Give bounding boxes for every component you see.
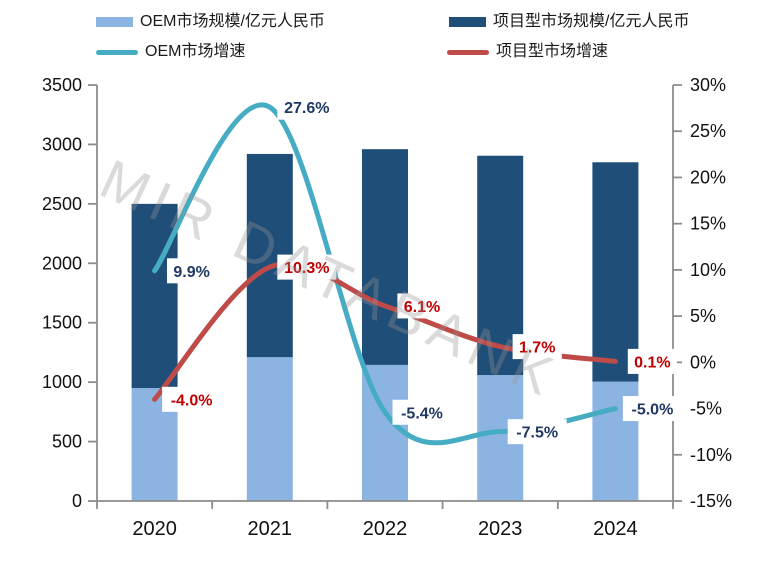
data-label: 1.7% (519, 340, 555, 357)
legend-swatch-project-growth-line (447, 49, 489, 55)
legend-item-project-growth: 项目型市场增速 (447, 42, 608, 62)
right-axis-tick-label: -15% (690, 491, 732, 511)
legend-item-oem-scale: OEM市场规模/亿元人民币 (96, 12, 325, 32)
data-label-box (167, 258, 217, 284)
left-axis-tick-label: 1000 (42, 372, 82, 392)
right-axis-tick-label: 20% (690, 167, 726, 187)
category-label: 2024 (593, 518, 638, 540)
left-axis-tick-label: 3000 (42, 134, 82, 154)
legend-swatch-oem-scale-bar (96, 17, 133, 27)
left-axis-tick-label: 500 (52, 432, 82, 452)
category-label: 2021 (248, 518, 293, 540)
data-label: 6.1% (404, 299, 440, 316)
right-axis-tick-label: 15% (690, 214, 726, 234)
data-label-box (397, 293, 447, 319)
data-label: 9.9% (173, 264, 209, 281)
right-axis-tick-label: 25% (690, 121, 726, 141)
right-axis-tick-label: 10% (690, 260, 726, 280)
right-axis-tick-label: 30% (690, 75, 726, 95)
category-label: 2023 (478, 518, 523, 540)
right-axis-tick-label: 5% (690, 306, 716, 326)
right-axis-tick-label: -10% (690, 445, 732, 465)
bar-project-2024 (592, 162, 639, 382)
data-label: 10.3% (284, 260, 329, 277)
data-label-box (162, 386, 222, 412)
data-label: -4.0% (171, 392, 213, 409)
data-label: 0.1% (634, 354, 670, 371)
left-axis-tick-label: 2000 (42, 253, 82, 273)
legend-label-oem-scale: OEM市场规模/亿元人民币 (140, 13, 325, 30)
data-label-box (392, 399, 452, 425)
data-label: -7.5% (516, 425, 558, 442)
bar-project-2022 (362, 149, 408, 365)
legend-swatch-oem-growth-line (96, 49, 138, 55)
legend-label-oem-growth: OEM市场增速 (145, 43, 246, 60)
left-axis-tick-label: 0 (72, 491, 82, 511)
legend-item-project-scale: 项目型市场规模/亿元人民币 (449, 12, 689, 32)
data-label: -5.0% (632, 402, 674, 419)
data-label-box (627, 348, 677, 374)
data-label: 27.6% (284, 100, 329, 117)
legend-swatch-project-scale-bar (449, 17, 486, 27)
bar-oem-2021 (246, 357, 293, 501)
legend-label-project-growth: 项目型市场增速 (496, 43, 609, 60)
legend-item-oem-growth: OEM市场增速 (96, 42, 245, 62)
category-label: 2020 (132, 518, 177, 540)
right-axis-tick-label: -5% (690, 399, 722, 419)
data-label-box (277, 254, 337, 280)
data-label-box (277, 94, 337, 120)
left-axis-tick-label: 2500 (42, 194, 82, 214)
data-label-box (622, 396, 682, 422)
data-label-box (507, 419, 567, 445)
category-label: 2022 (363, 518, 408, 540)
data-label-box (512, 334, 562, 360)
left-axis-tick-label: 1500 (42, 313, 82, 333)
legend-label-project-scale: 项目型市场规模/亿元人民币 (493, 13, 690, 30)
right-axis-tick-label: 0% (690, 352, 716, 372)
data-label: -5.4% (401, 405, 443, 422)
bar-project-2020 (131, 203, 178, 389)
left-axis-tick-label: 3500 (42, 75, 82, 95)
